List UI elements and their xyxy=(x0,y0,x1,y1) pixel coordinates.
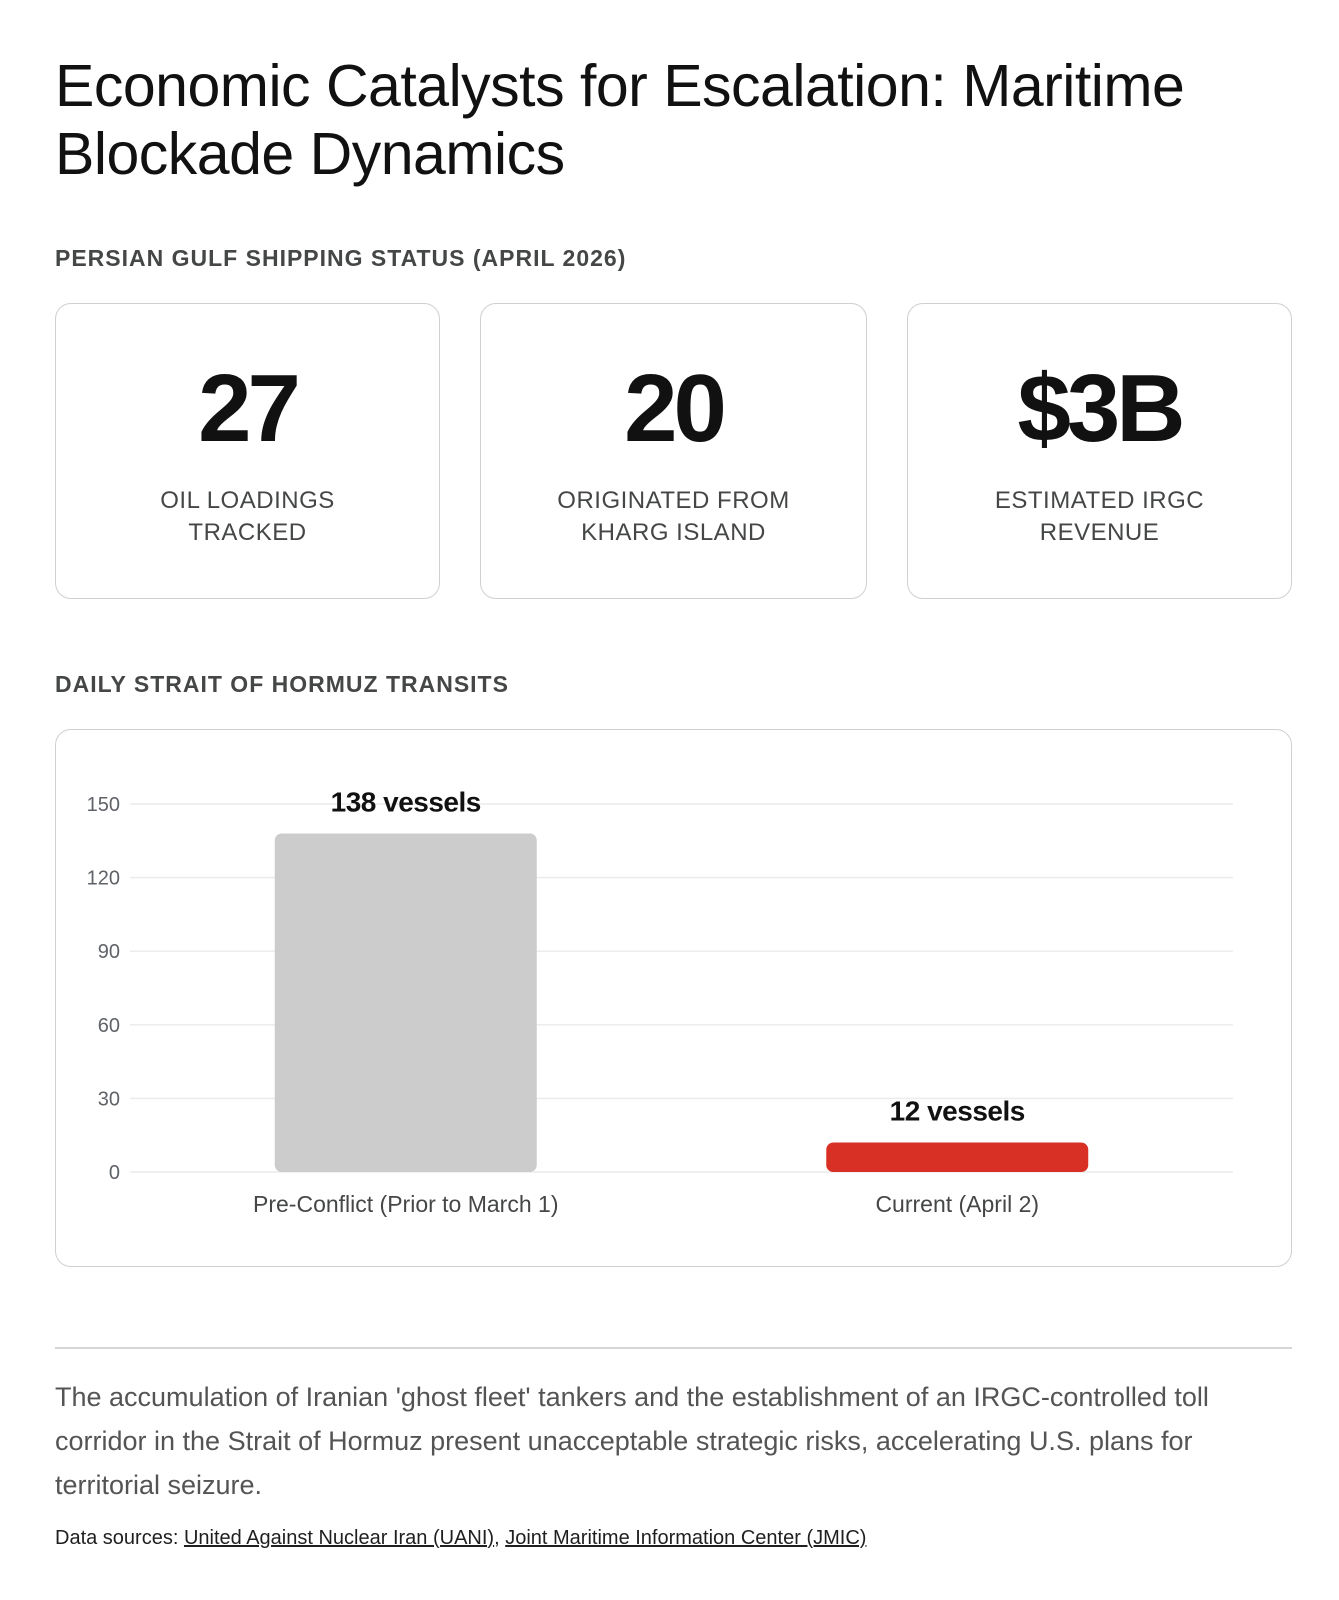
transits-bar-chart: 0 30 60 90 120 150 138 vessels Pre-Conflict (Pr… xyxy=(87,786,1233,1217)
shipping-status-heading: PERSIAN GULF SHIPPING STATUS (APRIL 2026… xyxy=(55,245,627,271)
stat-card-oil-loadings: 27 OIL LOADINGS TRACKED xyxy=(55,303,440,599)
stat-card-irgc-revenue: $3B ESTIMATED IRGC REVENUE xyxy=(907,303,1292,599)
source-link-jmic[interactable]: Joint Maritime Information Center (JMIC) xyxy=(505,1527,867,1549)
transits-chart-card: 0 30 60 90 120 150 138 vessels Pre-Conflict (Pr… xyxy=(55,729,1292,1267)
divider xyxy=(55,1347,1292,1349)
y-tick-label: 30 xyxy=(98,1088,120,1110)
y-tick-label: 150 xyxy=(87,794,120,816)
y-tick-label: 60 xyxy=(98,1015,120,1037)
bar-data-label: 138 vessels xyxy=(331,786,481,817)
bar-0 xyxy=(274,833,537,1172)
stat-card-kharg-island: 20 ORIGINATED FROM KHARG ISLAND xyxy=(480,303,867,599)
stat-value: $3B xyxy=(1017,355,1185,462)
stat-value: 20 xyxy=(624,355,727,462)
stat-label: OIL LOADINGS TRACKED xyxy=(160,487,335,546)
y-tick-label: 90 xyxy=(98,941,120,963)
source-link-uani[interactable]: United Against Nuclear Iran (UANI) xyxy=(183,1527,495,1549)
bar-data-label: 12 vessels xyxy=(890,1096,1025,1127)
sources-prefix: Data sources: xyxy=(55,1527,184,1549)
x-tick-label: Pre-Conflict (Prior to March 1) xyxy=(253,1191,558,1217)
summary-text: The accumulation of Iranian 'ghost fleet… xyxy=(55,1382,1209,1500)
transits-heading: DAILY STRAIT OF HORMUZ TRANSITS xyxy=(55,671,509,697)
stats-row: 27 OIL LOADINGS TRACKED 20 ORIGINATED FR… xyxy=(55,303,1292,599)
bar-1 xyxy=(826,1142,1089,1172)
x-tick-label: Current (April 2) xyxy=(875,1191,1039,1217)
page-title: Economic Catalysts for Escalation: Marit… xyxy=(55,53,1185,187)
data-sources: Data sources: United Against Nuclear Ira… xyxy=(55,1527,866,1550)
stat-value: 27 xyxy=(198,355,301,462)
y-tick-label: 0 xyxy=(109,1162,120,1184)
stat-label: ORIGINATED FROM KHARG ISLAND xyxy=(557,487,790,546)
y-tick-label: 120 xyxy=(87,868,120,890)
sources-separator: , xyxy=(494,1527,506,1549)
stat-label: ESTIMATED IRGC REVENUE xyxy=(994,487,1205,546)
